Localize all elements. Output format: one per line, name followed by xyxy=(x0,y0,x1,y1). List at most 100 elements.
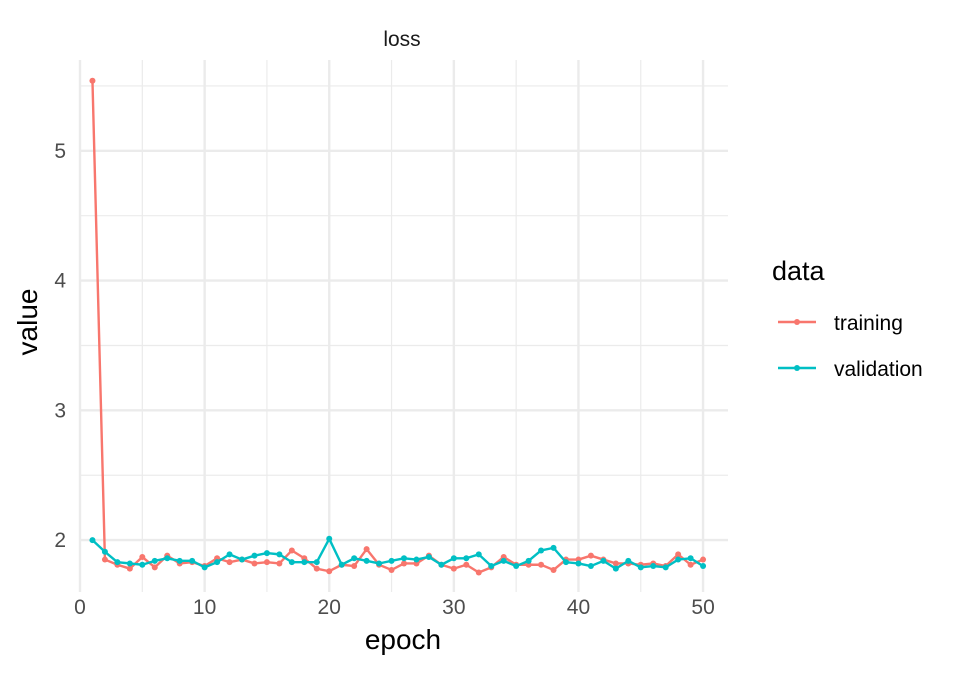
y-tick-label: 3 xyxy=(54,399,66,422)
data-point-validation xyxy=(675,556,682,563)
x-tick-label: 30 xyxy=(442,596,465,619)
data-point-validation xyxy=(251,552,258,559)
data-point-validation xyxy=(164,555,171,562)
x-tick-label: 40 xyxy=(567,596,590,619)
data-point-validation xyxy=(363,557,370,564)
data-point-validation xyxy=(276,551,283,558)
grid xyxy=(78,60,728,592)
y-axis-title: value xyxy=(12,289,43,356)
data-point-validation xyxy=(401,555,407,562)
data-point-validation xyxy=(226,551,233,558)
data-point-training xyxy=(263,559,270,566)
data-point-validation xyxy=(263,550,270,557)
data-point-training xyxy=(587,552,594,559)
data-point-training xyxy=(475,569,482,576)
data-point-training xyxy=(388,566,395,573)
data-point-training xyxy=(351,563,358,570)
data-point-validation xyxy=(313,559,320,566)
data-point-training xyxy=(251,560,258,567)
data-point-training xyxy=(313,565,320,572)
data-point-training xyxy=(675,551,682,558)
data-point-validation xyxy=(525,557,532,564)
data-point-validation xyxy=(214,559,221,566)
x-tick-label: 20 xyxy=(318,596,341,619)
x-axis-title: epoch xyxy=(365,624,441,655)
data-point-training xyxy=(226,559,233,566)
data-point-validation xyxy=(388,557,395,564)
data-point-training xyxy=(101,556,108,563)
data-point-training xyxy=(89,77,96,84)
data-point-validation xyxy=(301,559,308,566)
data-point-validation xyxy=(513,563,520,570)
data-point-validation xyxy=(612,565,619,572)
data-point-training xyxy=(463,561,470,568)
data-point-validation xyxy=(126,560,133,567)
data-point-validation xyxy=(239,556,245,563)
data-point-validation xyxy=(650,563,657,570)
data-point-validation xyxy=(475,551,482,558)
data-point-validation xyxy=(488,563,495,570)
data-point-validation xyxy=(201,564,208,571)
data-point-training xyxy=(326,568,333,575)
data-point-validation xyxy=(662,564,669,571)
data-point-validation xyxy=(89,537,96,544)
data-point-validation xyxy=(687,555,694,562)
legend-label: training xyxy=(834,312,903,335)
legend-item-training: training xyxy=(778,312,903,335)
data-point-training xyxy=(151,564,158,571)
data-point-training xyxy=(700,556,707,563)
data-point-validation xyxy=(463,555,470,562)
data-point-validation xyxy=(151,557,158,564)
data-point-validation xyxy=(288,559,295,566)
legend-label: validation xyxy=(834,358,923,381)
series-line-training xyxy=(91,80,704,574)
data-point-validation xyxy=(376,560,383,567)
data-point-validation xyxy=(425,553,432,560)
y-tick-label: 2 xyxy=(54,529,66,552)
data-point-validation xyxy=(176,557,183,564)
chart-title: loss xyxy=(383,28,420,51)
legend: data training validation xyxy=(772,256,923,381)
legend-title: data xyxy=(772,256,826,286)
data-point-validation xyxy=(575,560,582,567)
legend-item-validation: validation xyxy=(778,358,923,381)
x-axis-ticks: 0 10 20 30 40 50 xyxy=(74,596,715,619)
data-point-training xyxy=(550,566,557,573)
data-point-validation xyxy=(438,561,445,568)
data-point-training xyxy=(126,565,133,572)
data-point-training xyxy=(687,561,694,568)
data-point-validation xyxy=(413,556,420,563)
data-point-validation xyxy=(587,563,594,570)
x-tick-label: 0 xyxy=(74,596,86,619)
y-tick-label: 4 xyxy=(54,270,66,293)
legend-key-point xyxy=(794,319,800,325)
data-point-validation xyxy=(189,557,196,564)
data-point-training xyxy=(276,560,283,567)
x-tick-label: 50 xyxy=(691,596,714,619)
data-point-validation xyxy=(550,544,557,551)
series-validation xyxy=(89,535,707,572)
data-point-training xyxy=(612,560,619,567)
y-axis-ticks: 2 3 4 5 xyxy=(54,140,66,552)
data-point-validation xyxy=(637,564,644,571)
data-point-validation xyxy=(500,557,507,564)
data-point-training xyxy=(401,560,407,567)
data-point-validation xyxy=(625,557,632,564)
series xyxy=(89,77,707,576)
data-point-validation xyxy=(114,559,121,566)
data-point-validation xyxy=(351,555,358,562)
data-point-training xyxy=(538,561,545,568)
data-point-training xyxy=(288,547,295,554)
legend-key-point xyxy=(794,365,800,371)
data-point-validation xyxy=(326,535,333,542)
data-point-training xyxy=(450,565,457,572)
data-point-validation xyxy=(700,563,707,570)
y-tick-label: 5 xyxy=(54,140,66,163)
data-point-validation xyxy=(139,561,146,568)
data-point-validation xyxy=(538,547,545,554)
x-tick-label: 10 xyxy=(193,596,216,619)
data-point-validation xyxy=(563,559,569,566)
data-point-validation xyxy=(600,557,607,564)
